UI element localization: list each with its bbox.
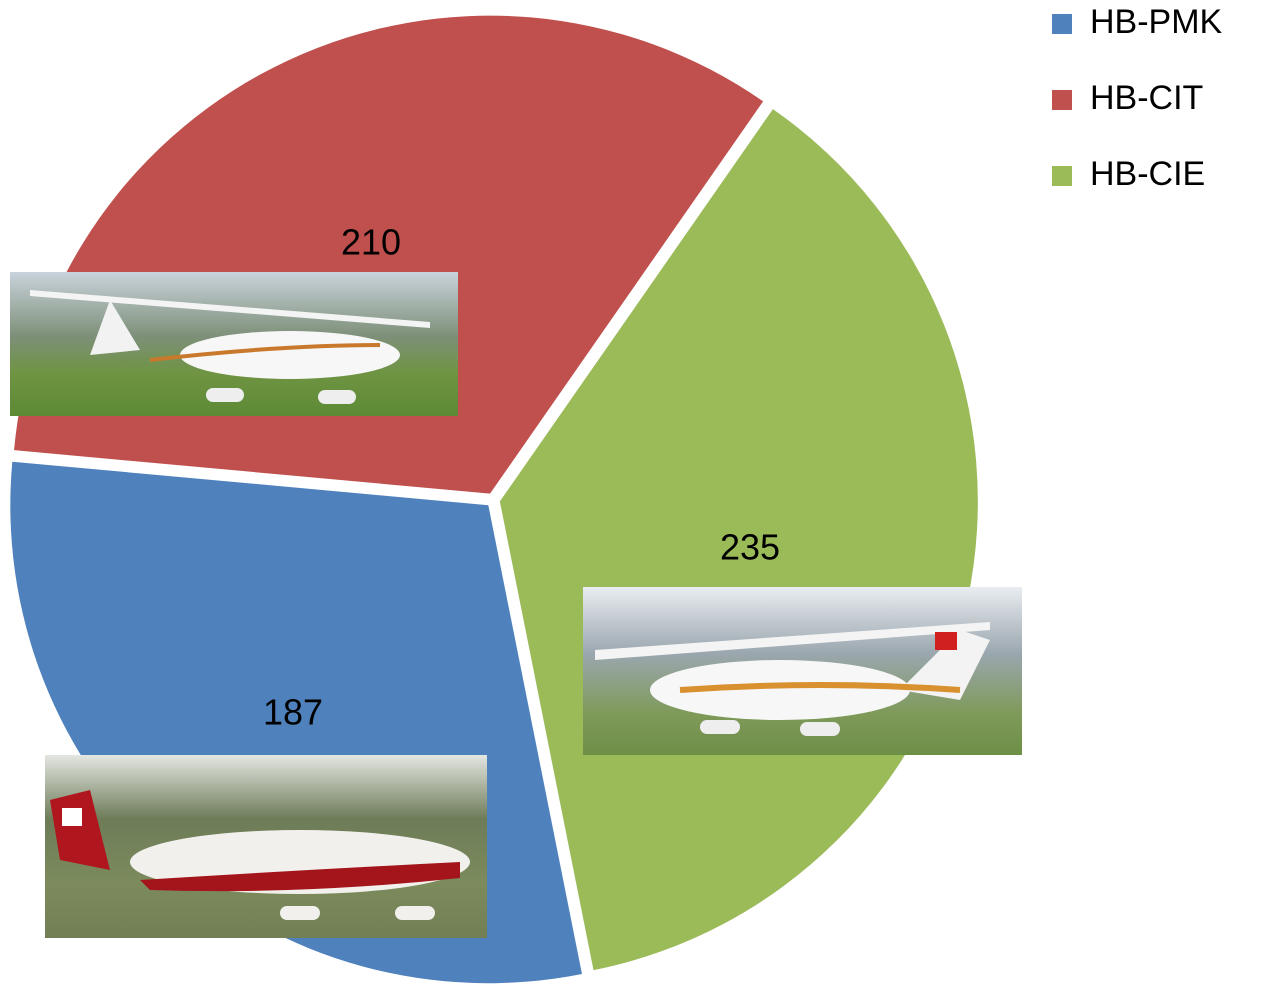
data-label: 235 <box>720 527 780 568</box>
legend-swatch <box>1052 166 1072 186</box>
data-label: 210 <box>341 222 401 263</box>
legend-label: HB-CIE <box>1090 155 1205 193</box>
photo <box>10 272 458 416</box>
photo <box>45 755 487 938</box>
data-label: 187 <box>263 692 323 733</box>
chart: 187 210 235 HB-PMK HB-CIT HB-CIE <box>0 0 1269 989</box>
legend-label: HB-PMK <box>1090 3 1223 41</box>
legend-swatch <box>1052 90 1072 110</box>
legend: HB-PMK HB-CIT HB-CIE <box>1052 3 1223 193</box>
legend-label: HB-CIT <box>1090 79 1203 117</box>
photo <box>583 587 1022 755</box>
legend-swatch <box>1052 14 1072 34</box>
